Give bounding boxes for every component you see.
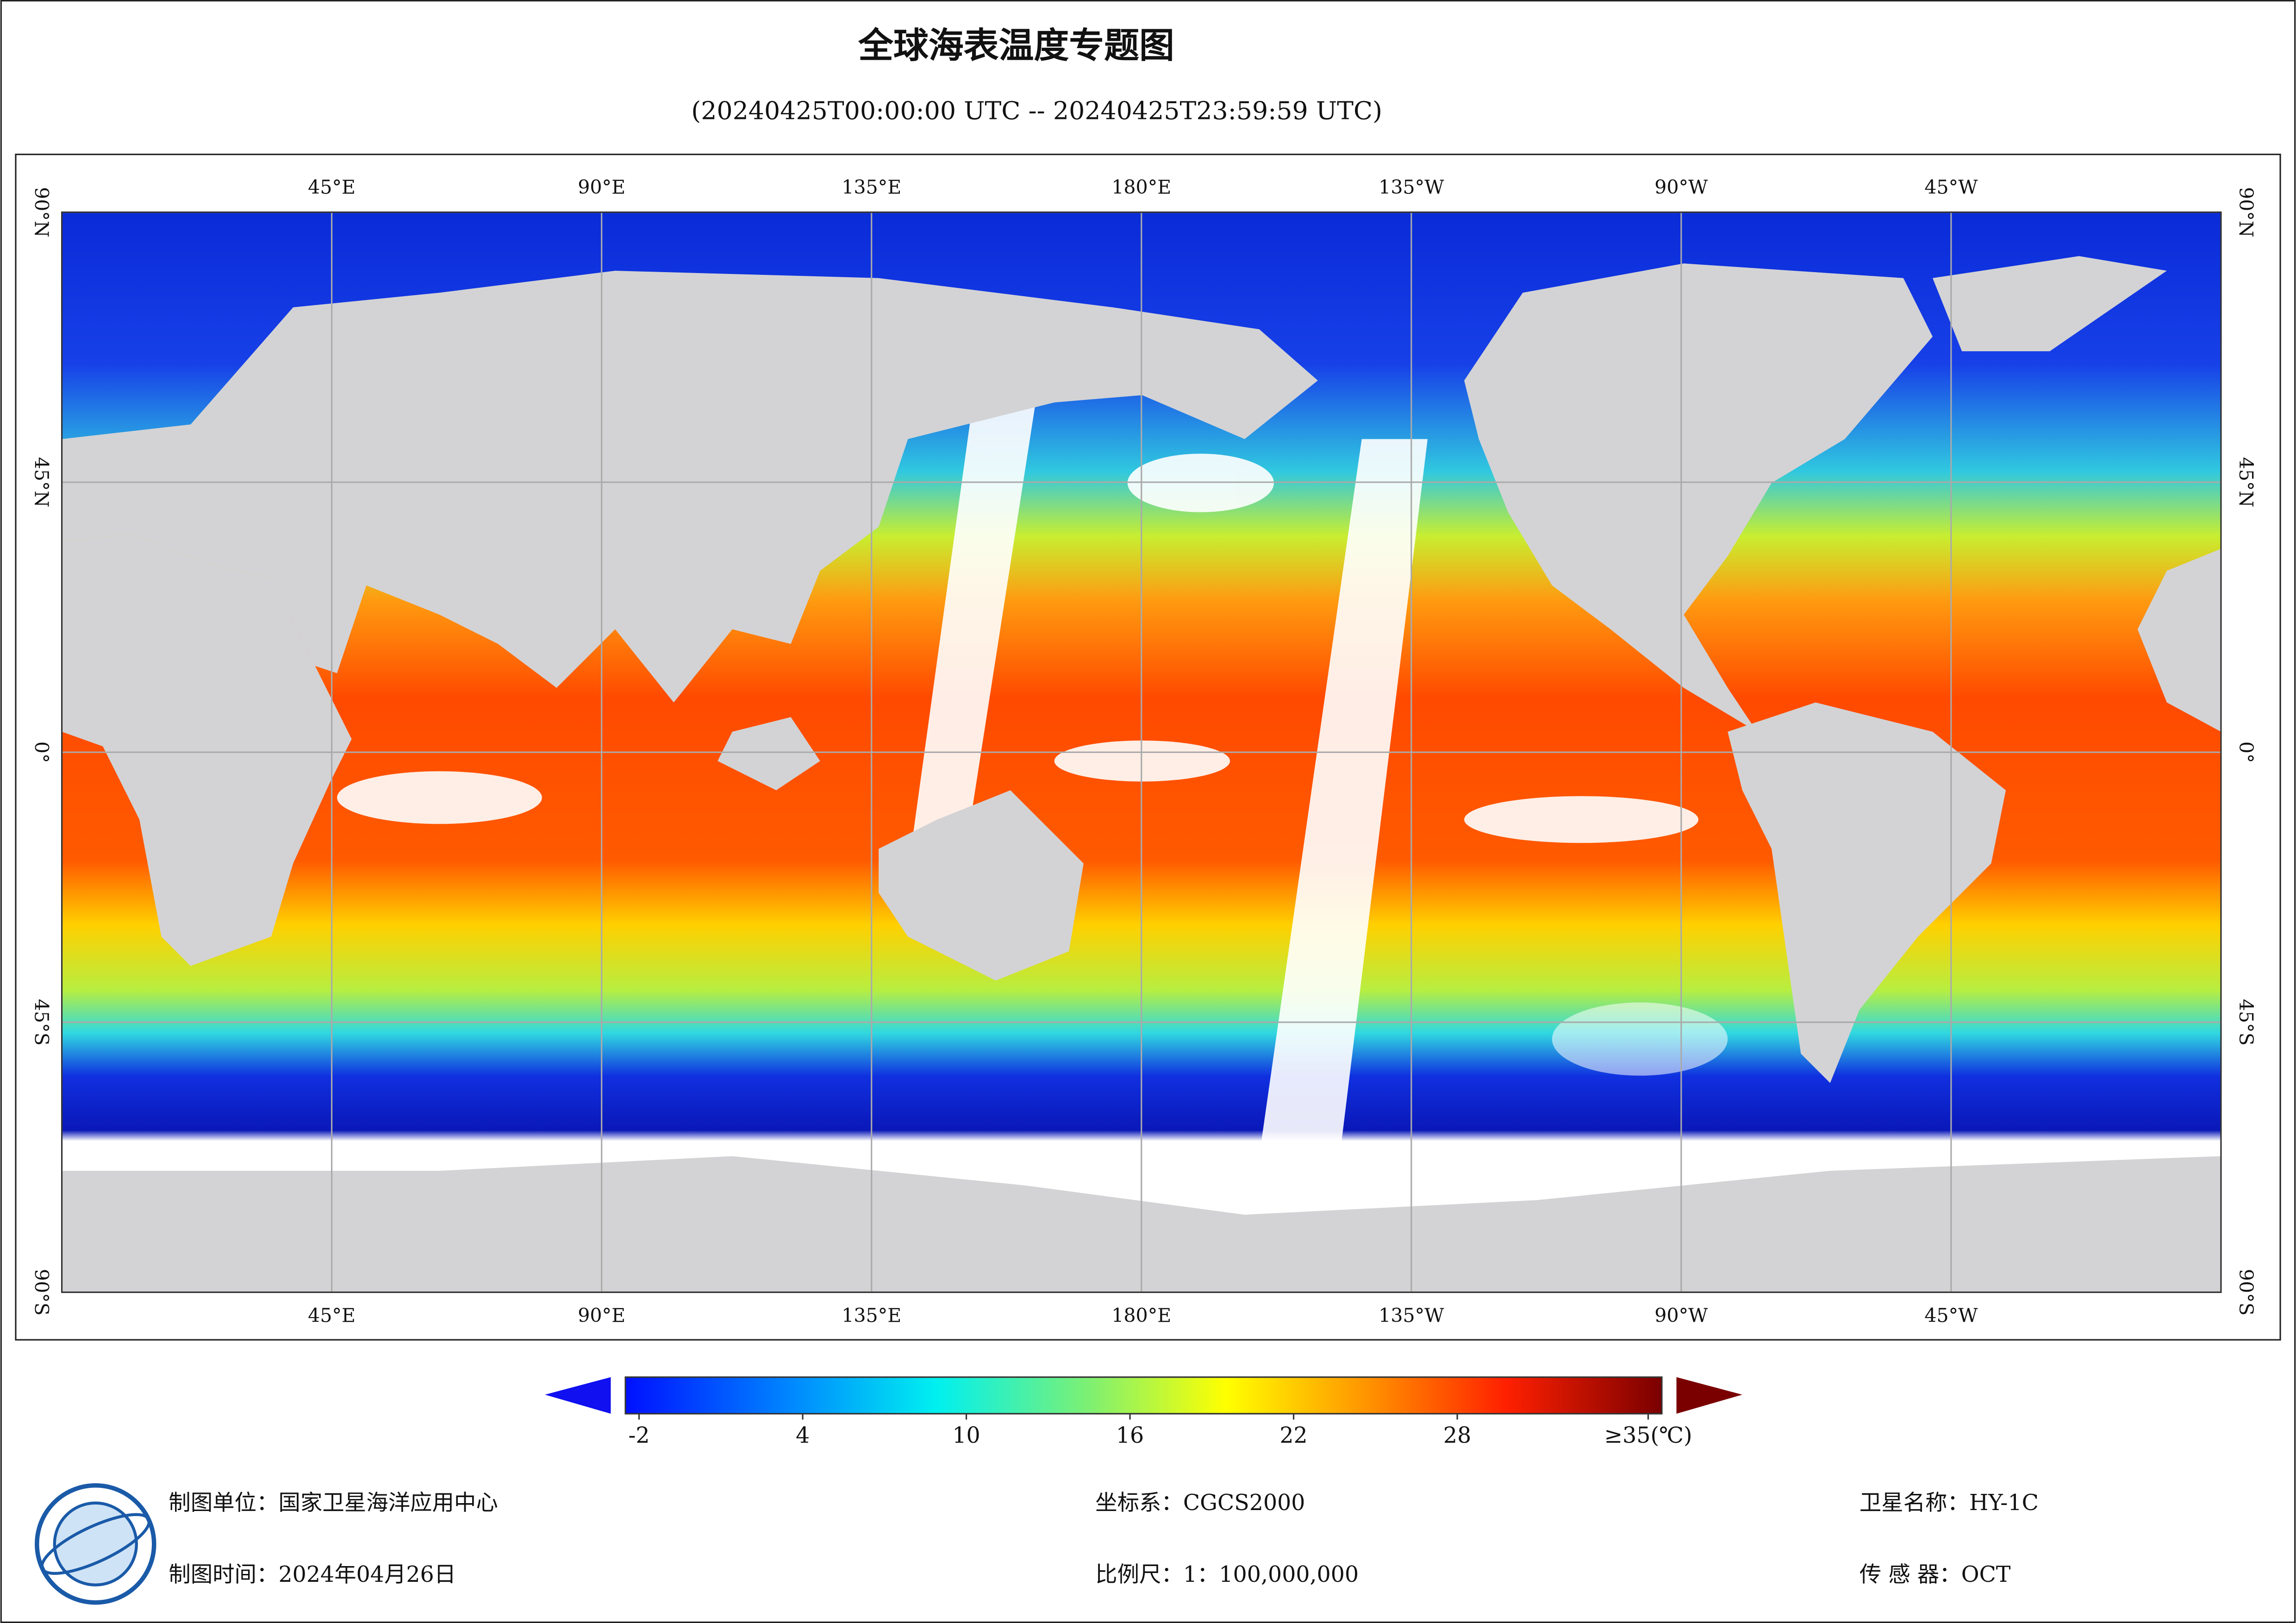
lon-label-bottom: 45°E	[308, 1305, 356, 1327]
map-border	[61, 211, 2222, 1293]
lon-label-bottom: 90°E	[578, 1305, 625, 1327]
lon-label-bottom: 135°E	[842, 1305, 901, 1327]
logo	[35, 1483, 156, 1605]
footer-date: 制图时间：2024年04月26日	[168, 1562, 456, 1587]
lon-label-top: 45°W	[1924, 176, 1978, 198]
lat-label-left: 0°	[31, 741, 53, 763]
lat-label-left: 90°N	[31, 187, 53, 237]
lon-label-top: 45°E	[308, 176, 356, 198]
lon-label-top: 135°E	[842, 176, 901, 198]
colorbar-tick-label: 22	[1279, 1423, 1307, 1448]
colorbar-tick-label: 28	[1443, 1423, 1471, 1448]
lat-label-left: 90°S	[31, 1269, 53, 1316]
footer-unit: 制图单位：国家卫星海洋应用中心	[168, 1490, 498, 1516]
lat-label-right: 90°S	[2235, 1269, 2257, 1316]
title: 全球海表温度专题图	[858, 25, 1174, 66]
lon-label-bottom: 45°W	[1924, 1305, 1978, 1327]
lat-label-left: 45°N	[31, 457, 53, 508]
lat-label-right: 45°N	[2235, 457, 2257, 508]
lon-label-top: 90°W	[1654, 176, 1708, 198]
colorbar-tick-label: 16	[1116, 1423, 1144, 1448]
colorbar: -2 4 10 16 22 28 ≥35(℃)	[545, 1376, 1742, 1448]
lat-label-right: 0°	[2235, 741, 2257, 763]
footer-crs: 坐标系：CGCS2000	[1095, 1490, 1305, 1516]
footer-satellite: 卫星名称：HY-1C	[1859, 1490, 2039, 1516]
colorbar-tick-label: ≥35(℃)	[1604, 1423, 1692, 1448]
lat-label-right: 45°S	[2235, 999, 2257, 1045]
map	[61, 211, 2222, 1293]
footer-scale: 比例尺：1：100,000,000	[1095, 1562, 1359, 1587]
colorbar-over-arrow	[1676, 1377, 1742, 1414]
colorbar-tick-label: 4	[796, 1423, 810, 1448]
colorbar-gradient	[624, 1376, 1663, 1415]
subtitle: (20240425T00:00:00 UTC -- 20240425T23:59…	[691, 96, 1382, 125]
lon-label-top: 180°E	[1111, 176, 1171, 198]
lon-label-bottom: 135°W	[1379, 1305, 1444, 1327]
colorbar-tick-label: 10	[952, 1423, 980, 1448]
colorbar-ticks: -2 4 10 16 22 28 ≥35(℃)	[628, 1413, 1692, 1448]
lon-label-top: 135°W	[1379, 176, 1444, 198]
lat-label-left: 45°S	[31, 999, 53, 1045]
lon-label-top: 90°E	[578, 176, 625, 198]
map-frame	[15, 154, 2281, 1341]
colorbar-under-arrow	[545, 1377, 611, 1414]
footer-sensor: 传 感 器：OCT	[1859, 1562, 2011, 1587]
lat-label-right: 90°N	[2235, 187, 2257, 237]
colorbar-tick-label: -2	[628, 1423, 649, 1448]
lon-label-bottom: 90°W	[1654, 1305, 1708, 1327]
lon-label-bottom: 180°E	[1111, 1305, 1171, 1327]
